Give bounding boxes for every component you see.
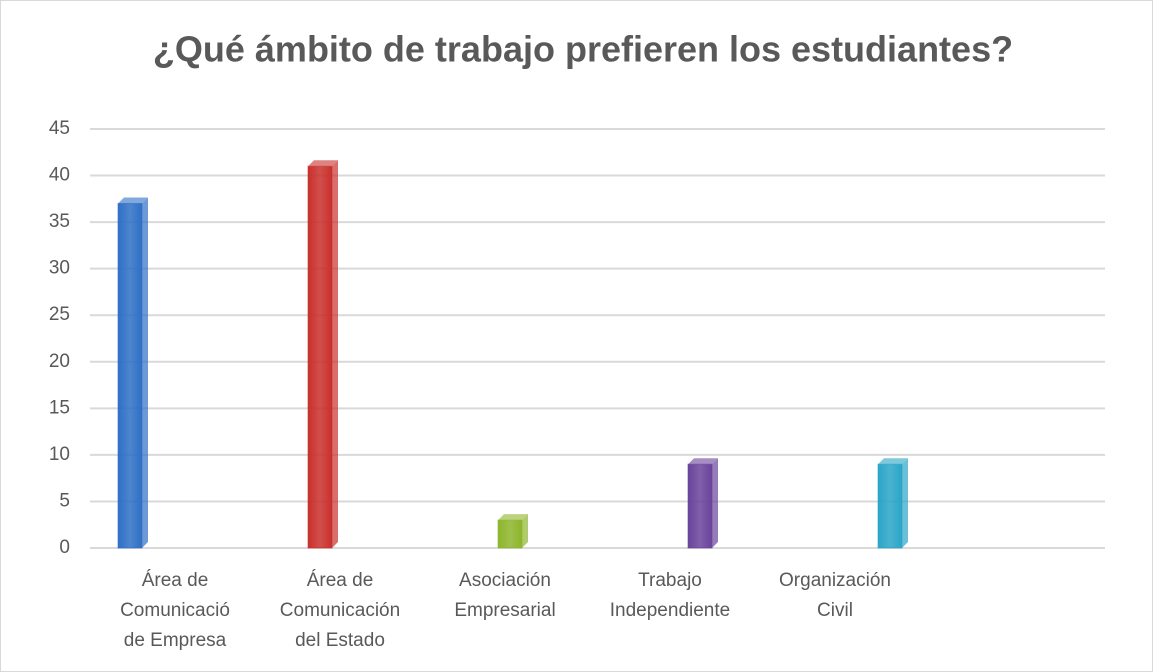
bar-top	[498, 514, 528, 521]
bar-top	[688, 458, 718, 465]
y-tick-label: 5	[59, 490, 70, 511]
chart-title: ¿Qué ámbito de trabajo prefieren los est…	[153, 29, 1013, 70]
y-tick-label: 20	[49, 351, 70, 372]
x-tick-label: Área de Comunicació de Empresa	[120, 570, 230, 651]
y-tick-label: 30	[49, 258, 70, 279]
y-tick-label: 15	[49, 397, 70, 418]
bar-side	[332, 160, 338, 548]
y-tick-label: 40	[49, 165, 70, 186]
bar-top	[308, 160, 338, 167]
bar-side	[522, 514, 528, 548]
y-tick-label: 25	[49, 304, 70, 325]
y-tick-label: 10	[49, 444, 70, 465]
bar-side	[902, 458, 908, 548]
y-tick-label: 45	[49, 118, 70, 139]
bar	[497, 519, 523, 549]
bar	[307, 165, 333, 549]
y-tick-label: 0	[59, 537, 70, 558]
bar-side	[712, 458, 718, 548]
x-tick-label: Asociación Empresarial	[454, 570, 556, 621]
bar-top	[878, 458, 908, 465]
x-tick-label: Trabajo Independiente	[609, 570, 731, 621]
bar	[117, 202, 143, 549]
x-tick-label: Área de Comunicación del Estado	[279, 570, 401, 651]
y-tick-label: 35	[49, 211, 70, 232]
bar-side	[142, 197, 148, 548]
bar	[687, 463, 713, 549]
bar	[877, 463, 903, 549]
x-tick-label: Organización Civil	[779, 570, 891, 621]
bar-top	[118, 197, 148, 204]
